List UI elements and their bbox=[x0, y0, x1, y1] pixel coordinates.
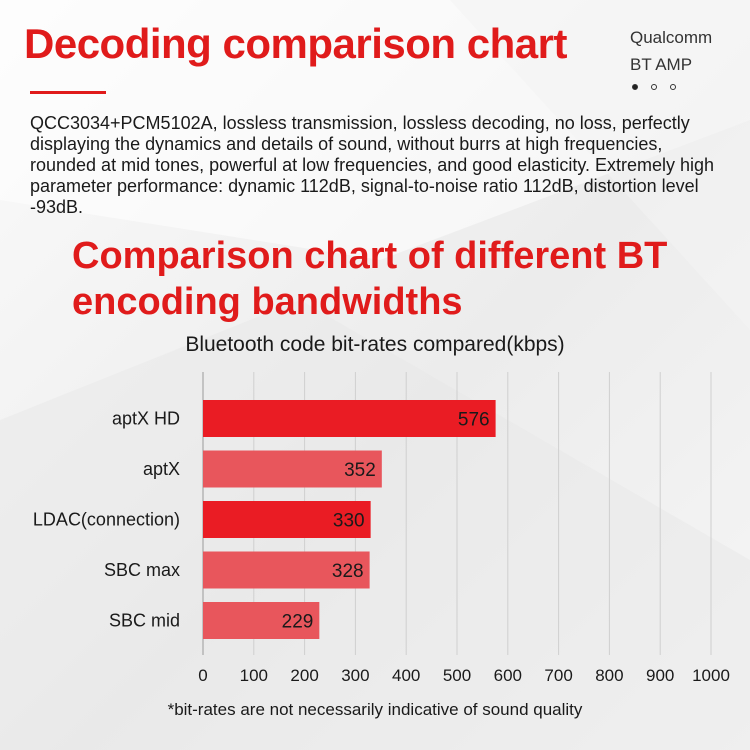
bar-value-label: 229 bbox=[282, 612, 314, 633]
pagination-dot[interactable] bbox=[651, 84, 657, 90]
bar bbox=[203, 602, 320, 639]
category-label: aptX HD bbox=[112, 409, 180, 429]
x-tick-label: 600 bbox=[494, 666, 522, 685]
x-tick-label: 1000 bbox=[692, 666, 730, 685]
bar bbox=[203, 450, 382, 488]
title-underline bbox=[30, 91, 106, 94]
category-label: SBC max bbox=[104, 560, 180, 580]
bar-value-label: 576 bbox=[458, 410, 490, 431]
x-tick-label: 800 bbox=[595, 666, 623, 685]
page-title: Decoding comparison chart bbox=[24, 20, 567, 67]
x-tick-label: 400 bbox=[392, 666, 420, 685]
category-label: SBC mid bbox=[109, 611, 180, 631]
section-subtitle: Comparison chart of different BT encodin… bbox=[72, 235, 668, 323]
category-label: aptX bbox=[143, 459, 180, 479]
brand-label: Qualcomm BT AMP bbox=[630, 24, 712, 78]
x-tick-label: 100 bbox=[240, 666, 268, 685]
brand-line-1: Qualcomm bbox=[630, 28, 713, 47]
pagination-dots bbox=[632, 84, 676, 90]
chart-footnote: *bit-rates are not necessarily indicativ… bbox=[167, 700, 583, 719]
bar bbox=[203, 400, 496, 437]
bar-value-label: 328 bbox=[332, 561, 364, 582]
category-label: LDAC(connection) bbox=[33, 510, 180, 530]
brand-line-2: BT AMP bbox=[630, 55, 693, 74]
bar-value-label: 352 bbox=[344, 460, 376, 481]
chart-title: Bluetooth code bit-rates compared(kbps) bbox=[185, 333, 565, 356]
pagination-dot[interactable] bbox=[670, 84, 676, 90]
bitrate-bar-chart: 0 100 200 300 400 500 600 700 800 900 1000 aptX HD 5… bbox=[33, 372, 730, 685]
x-tick-label: 700 bbox=[544, 666, 572, 685]
pagination-dot[interactable] bbox=[632, 84, 638, 90]
bar-value-label: 330 bbox=[333, 511, 365, 532]
x-tick-label: 900 bbox=[646, 666, 674, 685]
x-tick-label: 500 bbox=[443, 666, 471, 685]
bar bbox=[203, 551, 370, 589]
product-description: QCC3034+PCM5102A, lossless transmission,… bbox=[30, 113, 715, 217]
x-tick-label: 200 bbox=[290, 666, 318, 685]
x-tick-label: 0 bbox=[198, 666, 207, 685]
x-tick-label: 300 bbox=[341, 666, 369, 685]
bar bbox=[203, 501, 371, 538]
